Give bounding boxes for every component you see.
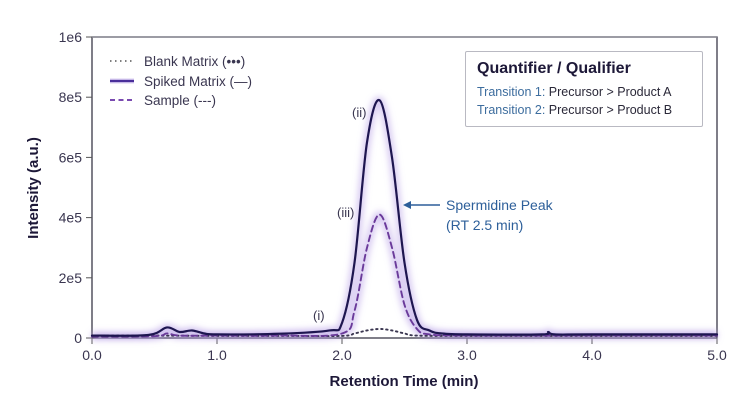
transition-1-value: Precursor > Product A (545, 85, 672, 99)
series-glow (91, 96, 717, 341)
x-tick-label: 0.0 (82, 347, 102, 363)
transition-1-key: Transition 1: (477, 85, 546, 99)
y-axis: 0 2e5 4e5 6e5 8e5 1e6 (59, 29, 92, 346)
transition-row-2: Transition 2: Precursor > Product B (477, 101, 702, 119)
peak-label-ii: (ii) (352, 105, 366, 120)
y-tick-label: 0 (74, 330, 82, 346)
spermidine-callout: Spermidine Peak (RT 2.5 min) (403, 197, 554, 233)
legend: Blank Matrix (•••) Spiked Matrix (—) Sam… (110, 54, 252, 108)
x-axis-title: Retention Time (min) (330, 373, 479, 390)
series-spiked-matrix (90, 99, 719, 337)
y-tick-label: 1e6 (59, 29, 83, 45)
x-tick-label: 5.0 (707, 347, 727, 363)
y-tick-label: 8e5 (59, 89, 83, 105)
arrow-left-icon (403, 201, 411, 209)
transition-2-key: Transition 2: (477, 103, 546, 117)
callout-line2: (RT 2.5 min) (446, 217, 523, 233)
series-lines (90, 99, 719, 338)
y-tick-label: 2e5 (59, 270, 83, 286)
x-tick-label: 4.0 (582, 347, 602, 363)
x-axis: 0.0 1.0 2.0 3.0 4.0 5.0 (82, 338, 727, 363)
callout-line1: Spermidine Peak (446, 197, 554, 213)
series-sample (91, 213, 718, 338)
quantifier-qualifier-box: Quantifier / Qualifier Transition 1: Pre… (465, 51, 703, 127)
peak-label-i: (i) (313, 308, 325, 323)
info-box-title: Quantifier / Qualifier (477, 60, 631, 77)
peak-label-iii: (iii) (337, 205, 354, 220)
legend-label-spiked: Spiked Matrix (—) (144, 74, 252, 89)
legend-label-sample: Sample (---) (144, 93, 216, 108)
x-tick-label: 2.0 (332, 347, 352, 363)
x-tick-label: 1.0 (207, 347, 227, 363)
x-tick-label: 3.0 (457, 347, 477, 363)
transition-row-1: Transition 1: Precursor > Product A (477, 83, 702, 101)
transition-2-value: Precursor > Product B (545, 103, 673, 117)
legend-label-blank: Blank Matrix (•••) (144, 54, 245, 69)
y-axis-title: Intensity (a.u.) (25, 137, 42, 239)
y-tick-label: 4e5 (59, 210, 83, 226)
y-tick-label: 6e5 (59, 149, 83, 165)
